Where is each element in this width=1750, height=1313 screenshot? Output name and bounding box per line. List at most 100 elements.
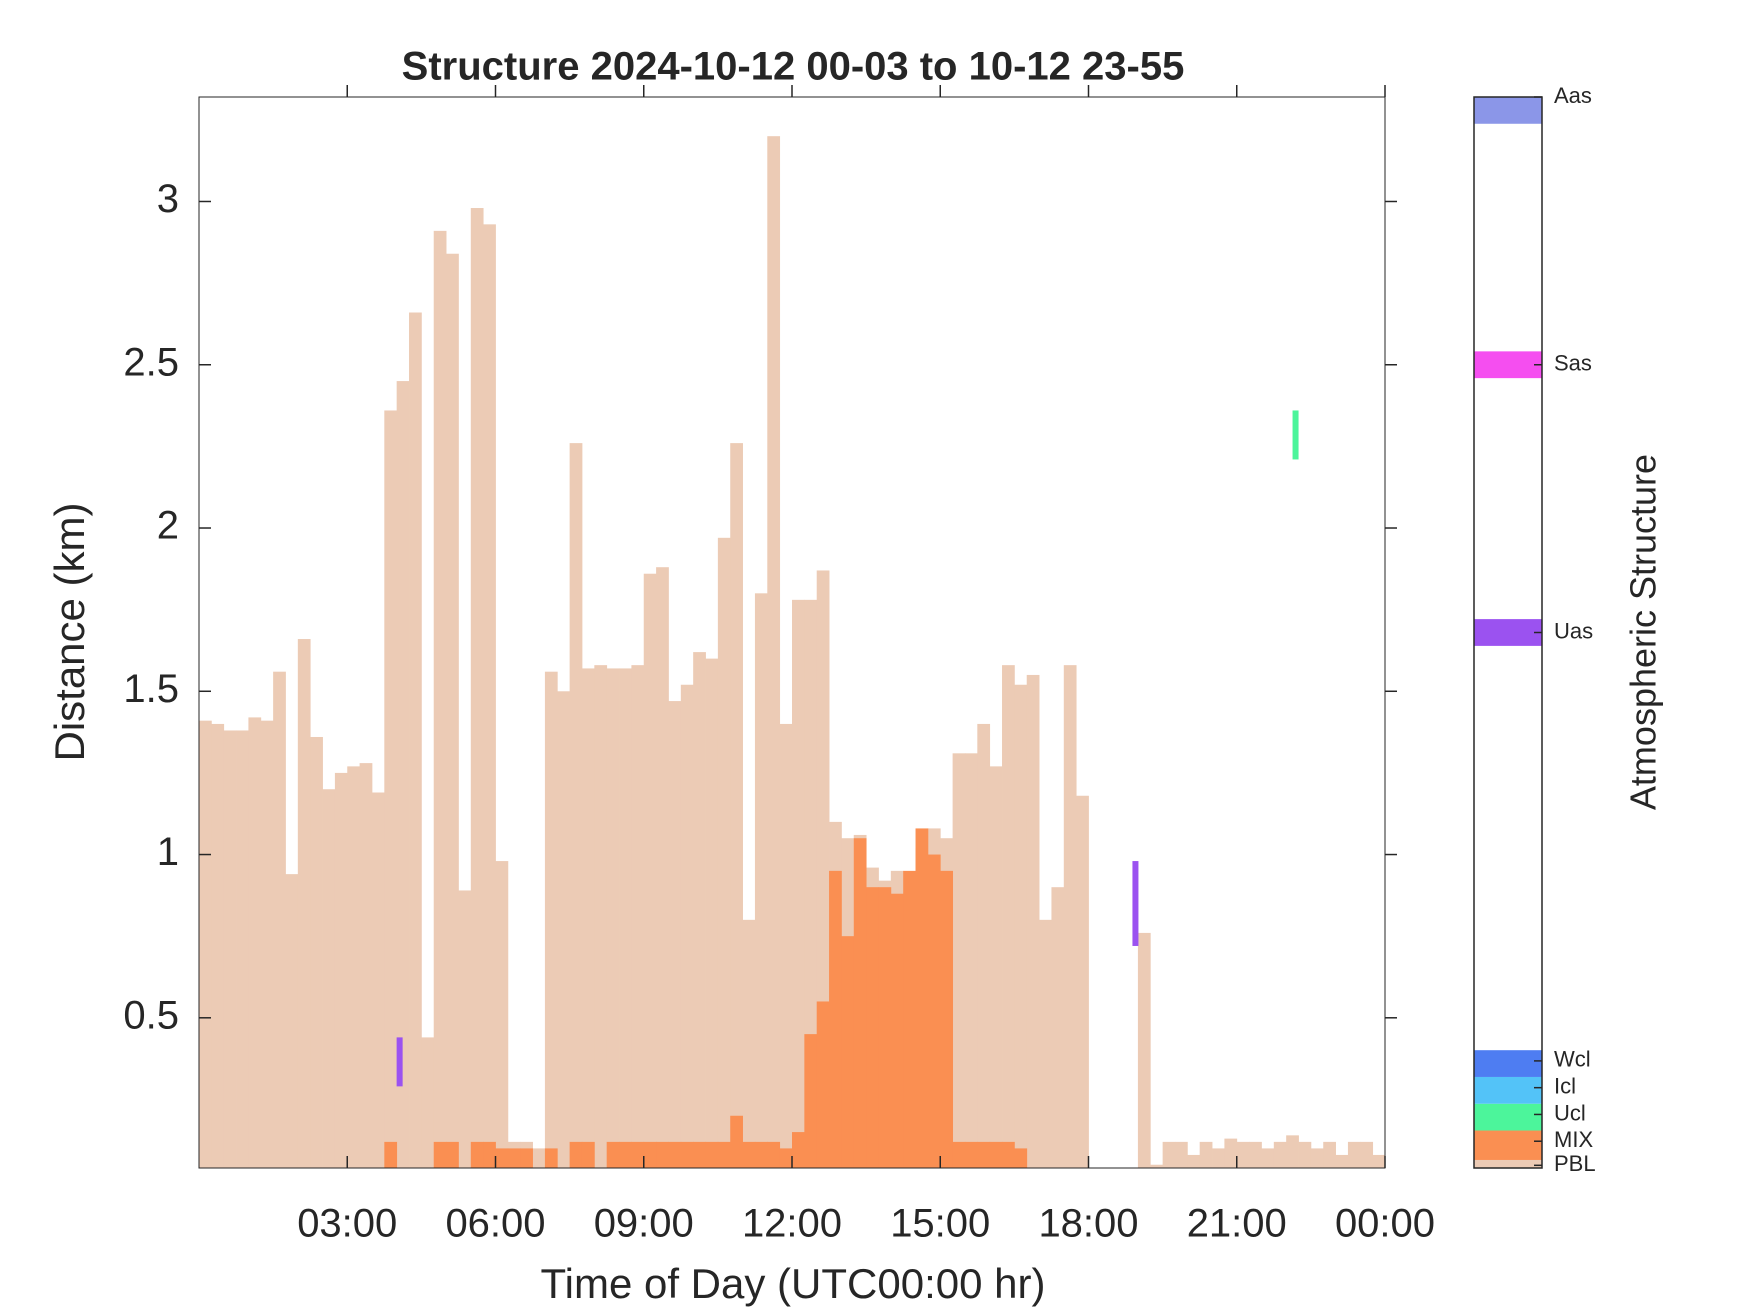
bar [1002, 1141, 1015, 1168]
bar [1039, 919, 1052, 1168]
y-tick-label: 2.5 [123, 340, 179, 384]
x-tick-label: 18:00 [1038, 1202, 1138, 1246]
bar [619, 668, 632, 1168]
y-tick-label: 3 [157, 177, 179, 221]
bar [643, 1141, 657, 1168]
x-tick-label: 12:00 [742, 1202, 842, 1246]
colorbar-label: Atmospheric Structure [1623, 454, 1664, 810]
bar [433, 230, 447, 1168]
bar [1273, 1141, 1287, 1168]
bar [656, 567, 669, 1168]
bar [544, 1148, 558, 1168]
bar [446, 1141, 459, 1168]
bar [693, 652, 706, 1168]
bar [717, 1141, 731, 1168]
bar [705, 658, 719, 1168]
bar [1335, 1154, 1349, 1168]
bar [779, 1148, 793, 1168]
bar [1286, 1135, 1299, 1168]
bar [853, 838, 867, 1168]
bar [223, 730, 237, 1168]
bar [680, 684, 694, 1168]
bar [581, 1141, 595, 1168]
bar [742, 919, 756, 1168]
bar [1199, 1141, 1213, 1168]
bar [1372, 1154, 1386, 1168]
colorbar-block [1474, 1159, 1542, 1168]
colorbar-block [1474, 97, 1542, 124]
x-tick-label: 06:00 [445, 1202, 545, 1246]
bar [1174, 1141, 1188, 1168]
bar [1137, 932, 1151, 1168]
bar [1224, 1138, 1238, 1168]
bar [804, 599, 818, 1168]
bar [964, 753, 978, 1168]
bar [544, 671, 558, 1168]
bar [310, 736, 323, 1168]
bar [1347, 1141, 1361, 1168]
bar [421, 1037, 435, 1168]
bar [347, 766, 361, 1168]
bar [1162, 1141, 1176, 1168]
bar [384, 410, 398, 1169]
bar [792, 1132, 805, 1168]
x-tick-label: 03:00 [297, 1202, 397, 1246]
bar [1014, 684, 1028, 1168]
bar [903, 870, 916, 1168]
bar [1002, 665, 1015, 1168]
segment [1292, 410, 1299, 460]
bar [631, 1141, 645, 1168]
y-tick-label: 1.5 [123, 667, 179, 711]
colorbar-block [1474, 1103, 1542, 1131]
bar [396, 381, 410, 1168]
bar [384, 1141, 398, 1168]
bar [458, 890, 472, 1168]
bar [717, 537, 731, 1168]
bar [520, 1148, 533, 1168]
bar [693, 1141, 706, 1168]
bar [705, 1141, 719, 1168]
bar [1063, 665, 1077, 1168]
colorbar-tick-label: Uas [1554, 618, 1593, 643]
bar [841, 936, 855, 1168]
colorbar-tick-label: PBL [1554, 1151, 1596, 1176]
bar [371, 792, 385, 1168]
bar [866, 887, 879, 1168]
bar [989, 1141, 1003, 1168]
bar [1187, 1154, 1201, 1168]
x-axis-label: Time of Day (UTC00:00 hr) [541, 1260, 1046, 1307]
y-tick-label: 1 [157, 830, 179, 874]
colorbar-tick-label: Icl [1554, 1073, 1576, 1098]
bar [1212, 1148, 1225, 1168]
y-tick-label: 2 [157, 504, 179, 548]
bar [606, 668, 620, 1168]
bar [1236, 1141, 1250, 1168]
bar [767, 1141, 781, 1168]
bar [569, 1141, 583, 1168]
bar [680, 1141, 694, 1168]
x-tick-label: 09:00 [594, 1202, 694, 1246]
bar [334, 772, 348, 1168]
bar [483, 224, 496, 1169]
colorbar-tick-label: Aas [1554, 83, 1592, 108]
bar [1150, 1164, 1164, 1168]
colorbar-block [1474, 1076, 1542, 1104]
bar [594, 665, 608, 1168]
bar [878, 887, 892, 1168]
chart-title: Structure 2024-10-12 00-03 to 10-12 23-5… [402, 45, 1185, 89]
bar [1014, 1148, 1028, 1168]
bar [557, 691, 571, 1168]
bar [1323, 1141, 1336, 1168]
bar [507, 1148, 521, 1168]
bar [285, 874, 299, 1168]
bar [236, 730, 249, 1168]
colorbar-block [1474, 619, 1542, 646]
bar [779, 723, 793, 1168]
y-tick-label: 0.5 [123, 993, 179, 1037]
bar [569, 443, 583, 1168]
bar [1298, 1141, 1312, 1168]
bar [977, 723, 991, 1168]
bar [989, 766, 1003, 1168]
bar [433, 1141, 447, 1168]
